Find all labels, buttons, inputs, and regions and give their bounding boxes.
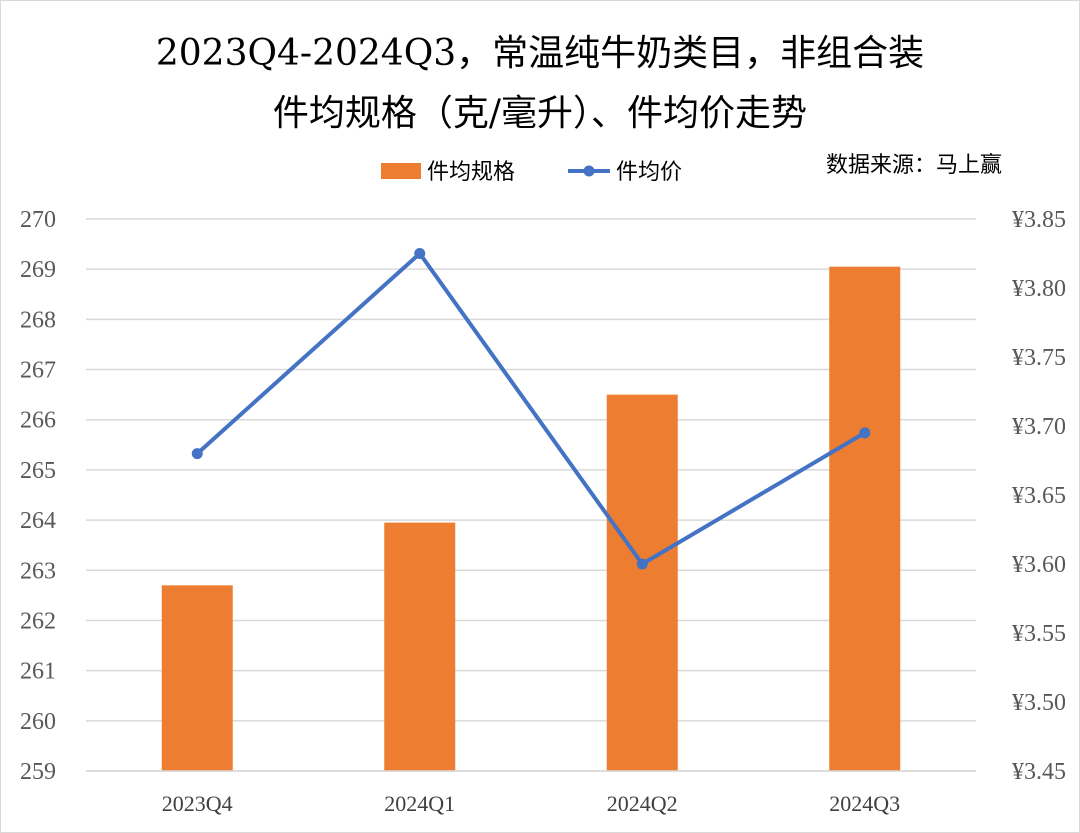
y-left-tick-label: 260: [20, 709, 56, 735]
x-tick-label: 2024Q1: [384, 791, 455, 816]
y-right-tick-label: ¥3.85: [1012, 207, 1066, 233]
y-right-tick-label: ¥3.80: [1012, 276, 1066, 302]
y-right-tick-label: ¥3.60: [1012, 552, 1066, 578]
price-point-2024Q2: [636, 558, 648, 570]
y-right-tick-label: ¥3.50: [1012, 690, 1066, 716]
x-tick-label: 2024Q3: [829, 791, 900, 816]
y-left-tick-label: 262: [20, 608, 56, 634]
y-left-tick-label: 261: [20, 659, 56, 685]
y-right-tick-label: ¥3.45: [1012, 759, 1066, 785]
y-left-tick-label: 259: [20, 759, 56, 785]
x-tick-label: 2023Q4: [162, 791, 233, 816]
legend-marker-line: [583, 165, 595, 177]
chart-title-line1: 2023Q4-2024Q3，常温纯牛奶类目，非组合装: [155, 33, 925, 74]
line-series: [191, 248, 871, 570]
legend-label-line: 件均价: [616, 160, 682, 185]
bar-2024Q2: [606, 394, 678, 771]
legend: 件均规格 件均价: [381, 160, 682, 185]
y-right-tick-label: ¥3.75: [1012, 345, 1066, 371]
y-left-tick-label: 270: [20, 207, 56, 233]
x-tick-label: 2024Q2: [607, 791, 678, 816]
price-point-2023Q4: [191, 448, 203, 460]
y-left-tick-label: 269: [20, 257, 56, 283]
y-left-tick-label: 267: [20, 358, 56, 384]
price-point-2024Q1: [414, 248, 426, 259]
y-left-tick-label: 265: [20, 458, 56, 484]
chart-title-line2: 件均规格（克/毫升）、件均价走势: [272, 93, 808, 134]
legend-label-bar: 件均规格: [427, 160, 515, 185]
axes: 259 260 261 262 263 264 265 266 267 268 269 270 ¥3.4…: [20, 207, 1066, 816]
bar-2024Q1: [384, 522, 456, 771]
bar-series: [161, 266, 901, 771]
price-point-2024Q3: [859, 427, 871, 439]
price-line: [195, 251, 866, 566]
bar-2023Q4: [161, 585, 233, 771]
legend-swatch-bar: [381, 163, 421, 179]
y-right-tick-label: ¥3.55: [1012, 621, 1066, 647]
y-left-tick-label: 264: [20, 508, 56, 534]
y-left-tick-label: 263: [20, 558, 56, 584]
y-right-tick-label: ¥3.70: [1012, 414, 1066, 440]
y-left-tick-label: 266: [20, 408, 56, 434]
y-left-tick-label: 268: [20, 307, 56, 333]
data-source-note: 数据来源：马上赢: [826, 153, 1003, 178]
y-right-tick-label: ¥3.65: [1012, 483, 1066, 509]
bar-2024Q3: [829, 266, 901, 771]
